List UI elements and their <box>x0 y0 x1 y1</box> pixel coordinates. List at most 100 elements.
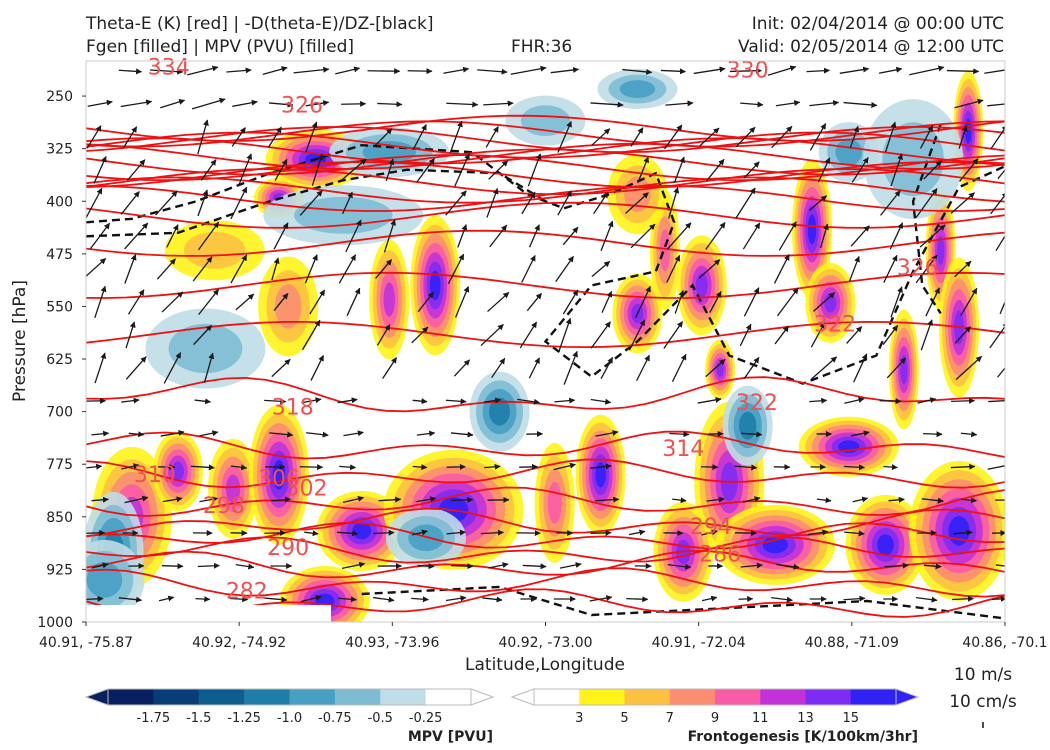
title-line1-right: Init: 02/04/2014 @ 00:00 UTC <box>751 14 1004 34</box>
wind-vector <box>775 100 801 107</box>
fgen-colorbar-tick: 15 <box>842 711 859 726</box>
wind-vector <box>590 321 611 349</box>
wind-vector <box>457 224 468 248</box>
wind-vector <box>888 496 905 503</box>
wind-vector <box>235 563 255 570</box>
wind-vector <box>729 67 762 74</box>
wind-vector <box>997 168 1005 180</box>
wind-vector <box>697 396 722 404</box>
wind-vector <box>263 596 288 603</box>
wind-vector <box>268 101 294 108</box>
wind-vector <box>446 101 479 108</box>
wind-vector <box>226 67 252 74</box>
wind-vector <box>743 161 760 179</box>
wind-vector <box>415 496 437 503</box>
wind-vector <box>995 234 1005 252</box>
wind-vector <box>166 224 179 248</box>
wind-vector <box>701 529 718 536</box>
fgen-fill <box>547 481 562 524</box>
theta-e-line <box>86 521 1005 550</box>
fgen-fill <box>807 214 817 245</box>
wind-vector <box>589 595 613 602</box>
wind-vector <box>771 125 793 149</box>
wind-vector <box>262 66 288 76</box>
wind-vector <box>86 529 106 536</box>
mpv-colorbar-tick: -0.5 <box>368 711 393 726</box>
wind-vector <box>335 66 361 75</box>
x-tick-label: 40.93, -73.96 <box>345 635 439 651</box>
mpv-fill <box>489 397 510 426</box>
fgen-fill <box>965 118 972 144</box>
theta-e-line <box>86 535 1005 564</box>
wind-vector <box>87 99 113 107</box>
wind-vector <box>839 66 870 74</box>
wind-vector <box>274 158 288 181</box>
wind-vector <box>124 495 149 504</box>
wind-vector <box>367 68 401 75</box>
wind-vector <box>519 321 538 349</box>
wind-vector <box>417 563 435 570</box>
x-tick-label: 40.86, -70.1 <box>962 635 1047 651</box>
theta-e-line <box>86 161 1005 189</box>
theta-e-line <box>86 120 1005 148</box>
wind-vector <box>557 121 572 153</box>
wind-vector <box>674 289 685 314</box>
fgen-colorbar-max-extend <box>895 688 920 706</box>
wind-vector <box>338 596 357 603</box>
wind-vector <box>709 291 722 313</box>
wind-vector <box>600 356 614 379</box>
wind-vector <box>343 495 365 504</box>
wind-ref-horizontal: 10 m/s <box>954 665 1012 685</box>
x-tick-label: 40.91, -75.87 <box>39 635 133 651</box>
y-tick-label: 925 <box>46 562 73 578</box>
theta-e-label: 298 <box>203 494 245 519</box>
theta-e-line <box>86 430 1005 460</box>
wind-vector <box>987 462 1005 470</box>
wind-vector <box>195 596 211 603</box>
wind-vector <box>230 186 248 220</box>
wind-vector <box>844 530 865 537</box>
wind-vector <box>637 156 649 184</box>
theta-e-contours <box>86 114 1005 619</box>
wind-vector <box>91 496 109 503</box>
y-tick-label: 475 <box>46 247 73 263</box>
y-tick-label: 400 <box>46 194 73 210</box>
theta-e-line <box>86 154 1005 182</box>
wind-vector <box>635 285 651 318</box>
wind-vector <box>853 353 868 383</box>
wind-vector <box>740 562 763 569</box>
wind-vector <box>306 431 329 438</box>
wind-vector <box>416 430 436 437</box>
y-tick-label: 850 <box>46 510 73 526</box>
wind-vector <box>843 595 866 602</box>
wind-vector <box>231 127 246 147</box>
wind-vector <box>997 366 1005 378</box>
theta-e-label: 286 <box>699 542 741 567</box>
wind-vector <box>309 289 326 315</box>
wind-vector <box>778 221 797 251</box>
wind-vector <box>192 256 213 282</box>
wind-vector <box>453 359 471 377</box>
fgen-fill <box>877 534 894 556</box>
wind-vector <box>123 126 138 148</box>
wind-vector <box>377 101 403 108</box>
wind-vector <box>488 562 509 569</box>
mpv-colorbar-swatch <box>244 689 290 705</box>
wind-vector <box>264 398 287 405</box>
wind-vectors <box>86 65 1005 603</box>
wind-vector <box>735 126 756 148</box>
wind-vector <box>121 397 140 404</box>
fgen-fill <box>183 231 246 269</box>
fgen-fill <box>937 235 945 265</box>
wind-vector <box>199 430 219 437</box>
wind-vector <box>954 326 972 344</box>
wind-vector <box>660 68 686 75</box>
wind-vector <box>125 321 136 349</box>
wind-vector <box>482 596 503 603</box>
mpv-colorbar-min-extend <box>84 688 109 706</box>
fgen-colorbar-tick: 9 <box>711 711 719 726</box>
x-tick-label: 40.92, -74.92 <box>192 635 286 651</box>
wind-vector <box>412 124 427 150</box>
wind-vector <box>337 530 359 537</box>
theta-e-line <box>86 376 1005 413</box>
